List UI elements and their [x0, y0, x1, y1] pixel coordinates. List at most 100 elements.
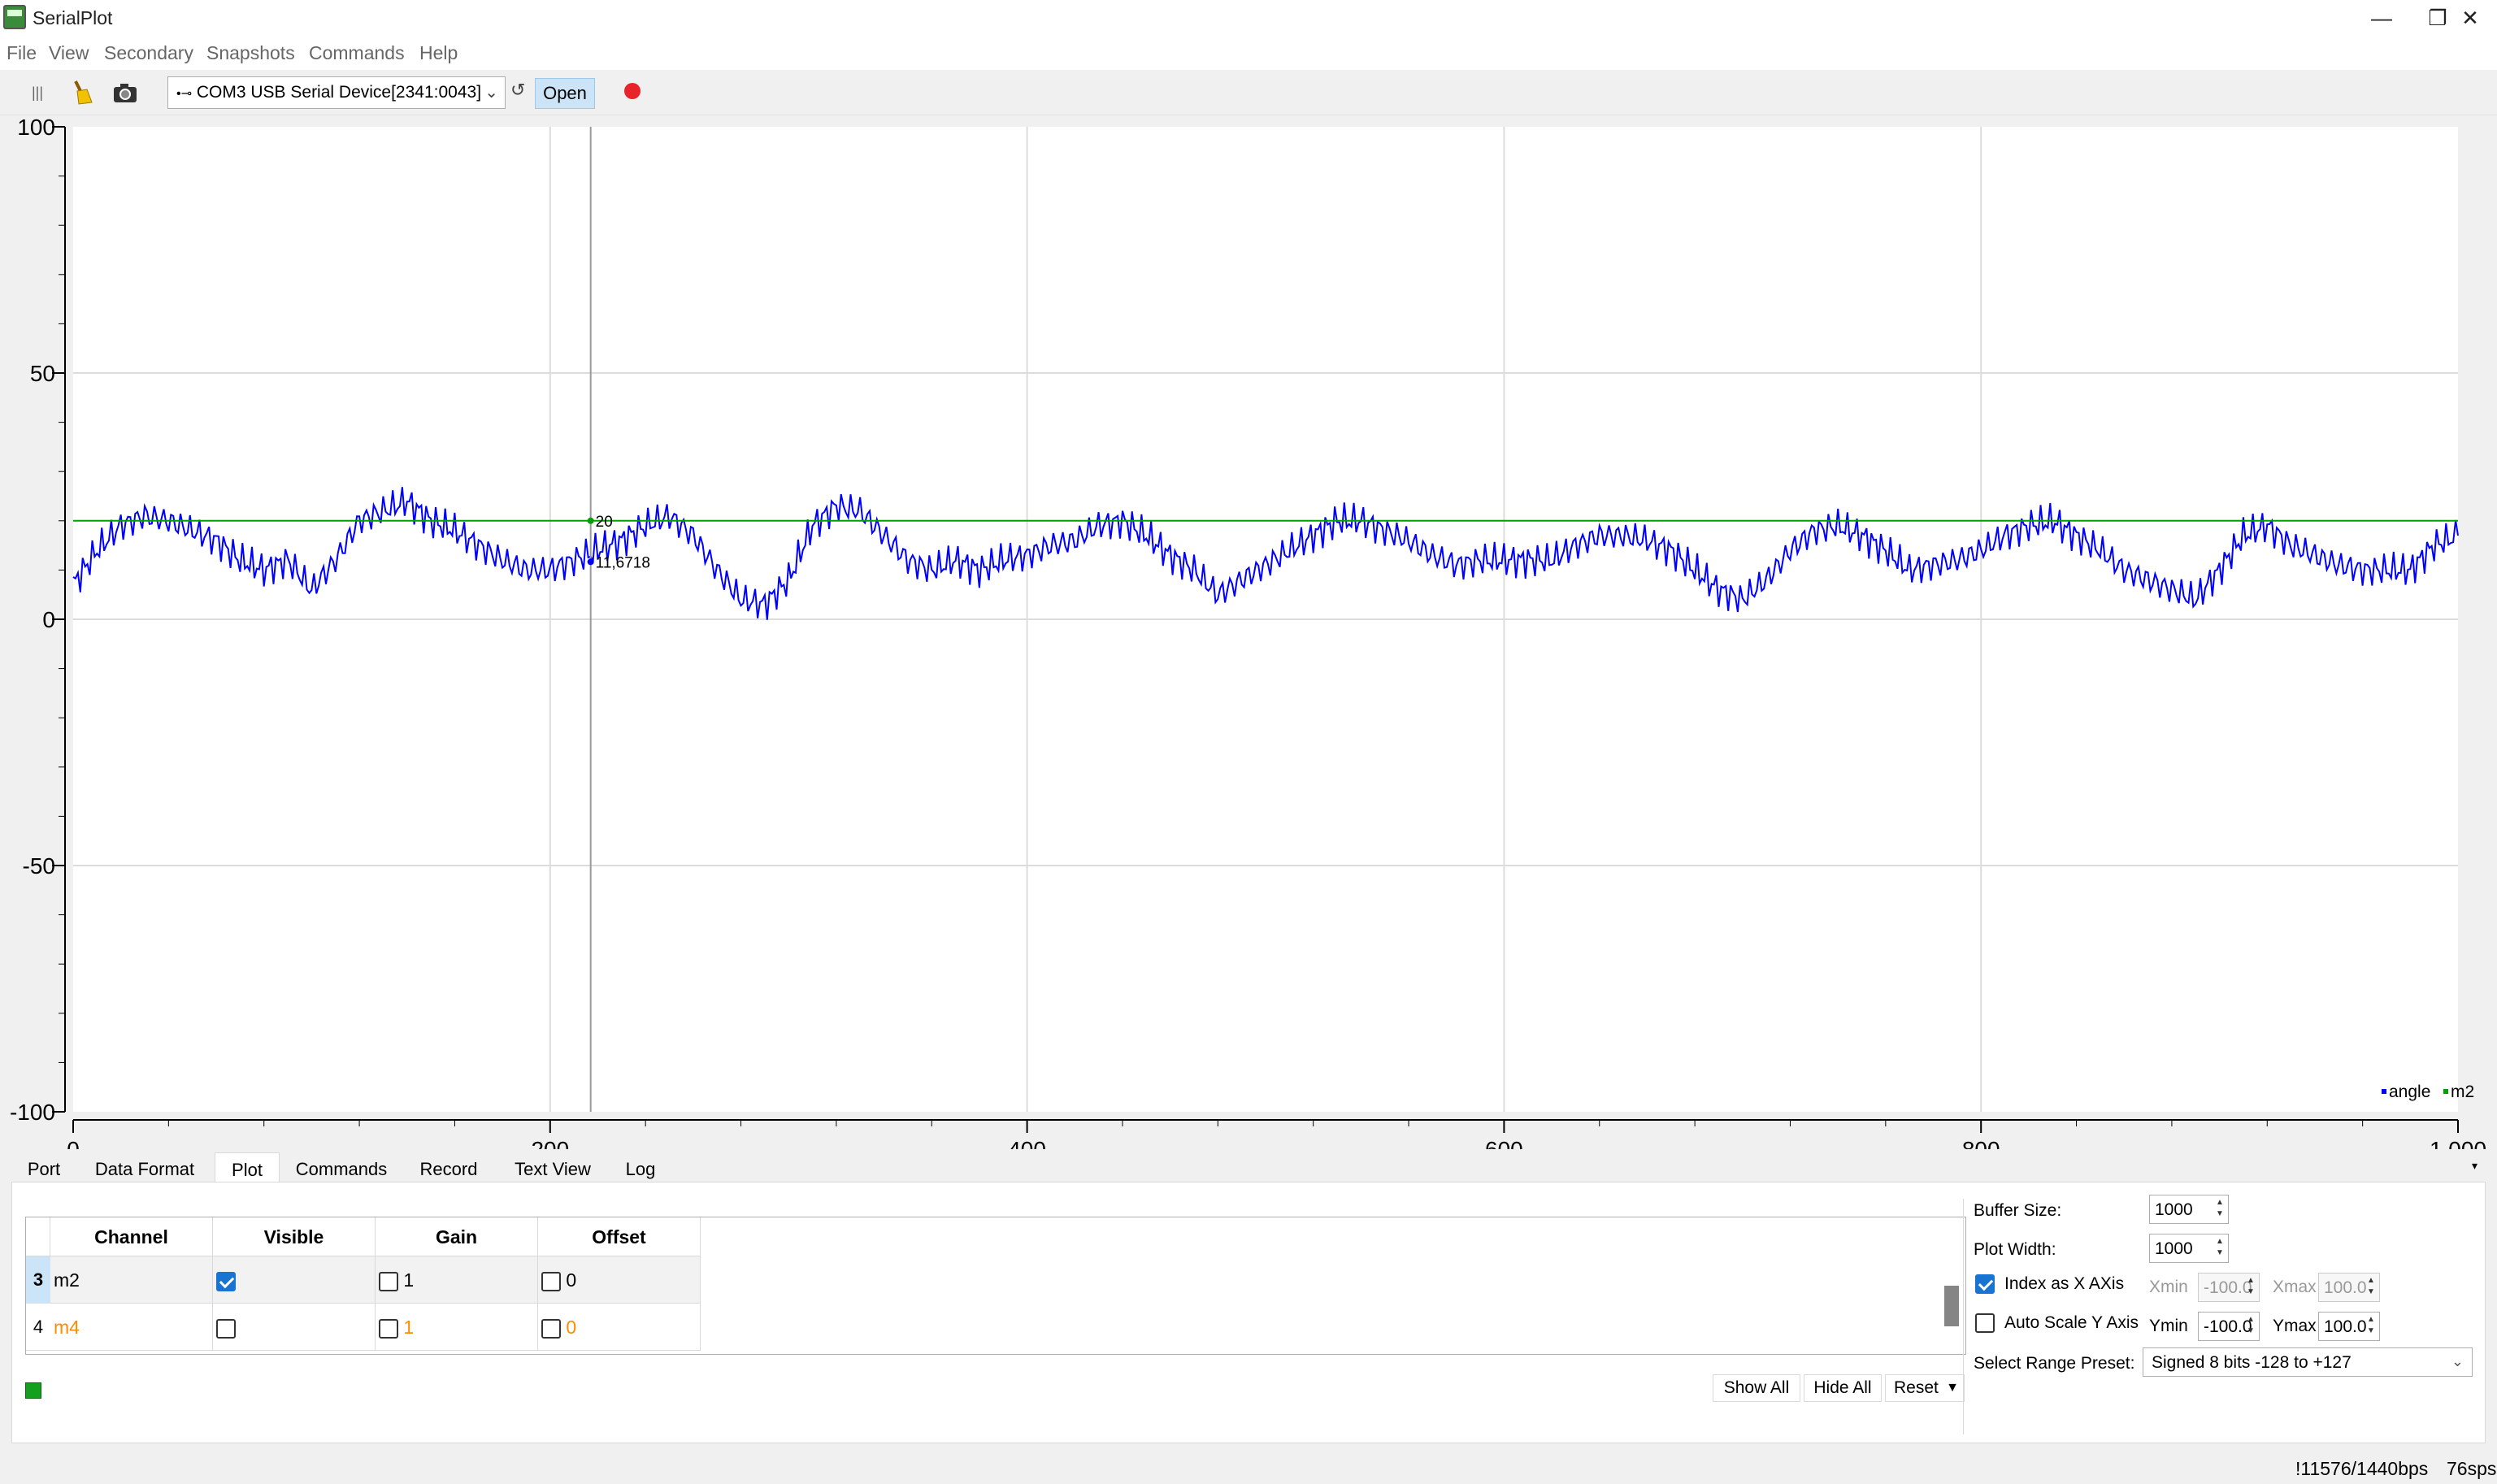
gain-value[interactable]: 1 [403, 1269, 415, 1291]
cursor-label-angle: 11,6718 [596, 554, 650, 571]
visible-checkbox[interactable] [216, 1318, 236, 1339]
tab-data-format[interactable]: Data Format [94, 1159, 195, 1179]
minimize-button[interactable]: — [2371, 6, 2392, 30]
offset-value[interactable]: 0 [566, 1317, 577, 1338]
offset-cell[interactable]: 0 [538, 1304, 701, 1351]
record-dot-icon[interactable] [624, 83, 641, 99]
samples-per-second-status: 76sps [2447, 1458, 2497, 1479]
buffer-size-spinbox[interactable]: 1000 ▲ ▼ [2149, 1195, 2229, 1224]
tab-commands[interactable]: Commands [295, 1159, 388, 1179]
channel-table[interactable]: Channel Visible Gain Offset 3 m2 1 0 4 m… [25, 1217, 1966, 1355]
auto-scale-y-label: Auto Scale Y Axis [2004, 1313, 2139, 1332]
menu-help[interactable]: Help [419, 42, 458, 63]
x-tick-label: 800 [1962, 1137, 2000, 1149]
xmin-label: Xmin [2149, 1278, 2188, 1296]
line-chart[interactable]: 100 50 0 -50 -100 0 200 400 600 800 1,000 20 11,6718… [0, 115, 2497, 1149]
usb-icon: •⊸ [176, 87, 193, 101]
x-tick-label: 400 [1008, 1137, 1046, 1149]
tab-scroll-arrow-icon[interactable]: ▾ [2471, 1159, 2477, 1172]
plot-area[interactable]: 100 50 0 -50 -100 0 200 400 600 800 1,000 20 11,6718… [0, 115, 2497, 1149]
visible-cell[interactable] [213, 1304, 376, 1351]
spin-arrows-icon[interactable]: ▲ ▼ [2247, 1315, 2255, 1335]
menu-view[interactable]: View [49, 42, 89, 63]
tab-log[interactable]: Log [625, 1159, 656, 1179]
cursor-point-m2 [587, 517, 594, 524]
table-scrollbar[interactable] [1944, 1286, 1959, 1326]
buffer-size-value[interactable]: 1000 [2155, 1200, 2193, 1219]
gain-checkbox[interactable] [379, 1271, 398, 1291]
open-port-button[interactable]: Open [535, 78, 595, 109]
port-select-value: COM3 USB Serial Device[2341:0043] [196, 83, 482, 102]
gain-cell[interactable]: 1 [376, 1256, 538, 1304]
offset-checkbox[interactable] [541, 1271, 561, 1291]
index-as-x-checkbox[interactable] [1975, 1274, 1995, 1294]
gain-value[interactable]: 1 [403, 1317, 415, 1338]
range-preset-label: Select Range Preset: [1974, 1354, 2135, 1373]
clear-broom-icon[interactable] [67, 78, 96, 107]
x-tick-label: 200 [531, 1137, 569, 1149]
gain-cell[interactable]: 1 [376, 1304, 538, 1351]
legend-swatch-m2 [2443, 1089, 2448, 1094]
maximize-button[interactable]: ❐ [2428, 6, 2447, 30]
x-tick-label: 0 [67, 1137, 80, 1149]
channel-name[interactable]: m4 [50, 1304, 213, 1351]
xmin-spinbox[interactable]: -100.0 ▲ ▼ [2198, 1273, 2260, 1302]
xmin-value[interactable]: -100.0 [2204, 1278, 2252, 1297]
show-all-button[interactable]: Show All [1713, 1374, 1800, 1402]
visible-checkbox[interactable] [216, 1271, 236, 1291]
ymin-value[interactable]: -100.0 [2204, 1317, 2252, 1336]
menu-commands[interactable]: Commands [309, 42, 405, 63]
channel-name[interactable]: m2 [50, 1256, 213, 1304]
offset-value[interactable]: 0 [566, 1269, 577, 1291]
hide-all-button[interactable]: Hide All [1804, 1374, 1882, 1402]
plot-width-value[interactable]: 1000 [2155, 1239, 2193, 1258]
menu-snapshots[interactable]: Snapshots [206, 42, 295, 63]
tab-plot[interactable]: Plot [215, 1152, 280, 1182]
snapshot-camera-icon[interactable] [111, 78, 140, 107]
y-tick-label: -50 [23, 853, 55, 879]
legend-swatch-angle [2382, 1089, 2386, 1094]
offset-checkbox[interactable] [541, 1318, 561, 1339]
ymax-spinbox[interactable]: 100.0 ▲ ▼ [2318, 1312, 2380, 1341]
pause-icon[interactable]: ||| [31, 84, 44, 101]
menu-secondary[interactable]: Secondary [104, 42, 193, 63]
menu-file[interactable]: File [7, 42, 37, 63]
plot-width-spinbox[interactable]: 1000 ▲ ▼ [2149, 1234, 2229, 1263]
ymax-value[interactable]: 100.0 [2324, 1317, 2367, 1336]
channel-color-indicator[interactable] [25, 1382, 41, 1399]
gain-checkbox[interactable] [379, 1318, 398, 1339]
row-number: 3 [26, 1256, 50, 1304]
buffer-size-label: Buffer Size: [1974, 1201, 2062, 1220]
spin-arrows-icon[interactable]: ▲ ▼ [2367, 1276, 2375, 1296]
header-gain: Gain [376, 1217, 538, 1256]
tab-record[interactable]: Record [419, 1159, 478, 1179]
dropdown-arrow-icon[interactable]: ▼ [1946, 1381, 1959, 1395]
xmax-spinbox[interactable]: 100.0 ▲ ▼ [2318, 1273, 2380, 1302]
window-title: SerialPlot [33, 7, 113, 28]
spin-arrows-icon[interactable]: ▲ ▼ [2247, 1276, 2255, 1296]
xmax-value[interactable]: 100.0 [2324, 1278, 2367, 1297]
toolbar: ||| •⊸ COM3 USB Serial Device[2341:0043]… [0, 70, 2497, 115]
close-button[interactable]: ✕ [2461, 6, 2479, 30]
legend-label-angle: angle [2389, 1083, 2430, 1101]
chevron-down-icon: ⌄ [484, 84, 498, 102]
port-select[interactable]: •⊸ COM3 USB Serial Device[2341:0043] ⌄ [167, 76, 506, 109]
refresh-ports-icon[interactable]: ↺ [510, 80, 526, 100]
tab-port[interactable]: Port [27, 1159, 61, 1179]
visible-cell[interactable] [213, 1256, 376, 1304]
ymin-spinbox[interactable]: -100.0 ▲ ▼ [2198, 1312, 2260, 1341]
menu-bar: File View Secondary Snapshots Commands H… [0, 36, 2497, 70]
header-offset: Offset [538, 1217, 701, 1256]
range-preset-select[interactable]: Signed 8 bits -128 to +127 ⌄ [2143, 1347, 2473, 1377]
spin-arrows-icon[interactable]: ▲ ▼ [2367, 1315, 2375, 1335]
auto-scale-y-checkbox[interactable] [1975, 1313, 1995, 1333]
spin-arrows-icon[interactable]: ▲ ▼ [2216, 1237, 2224, 1257]
tab-text-view[interactable]: Text View [515, 1159, 591, 1179]
reset-button[interactable]: Reset ▼ [1885, 1374, 1965, 1402]
spin-arrows-icon[interactable]: ▲ ▼ [2216, 1198, 2224, 1218]
table-row[interactable]: 3 m2 1 0 [26, 1256, 701, 1304]
table-row[interactable]: 4 m4 1 0 [26, 1304, 701, 1351]
status-bar: !11576/1440bps 76sps [0, 1451, 2497, 1484]
y-tick-label: -100 [10, 1100, 55, 1125]
offset-cell[interactable]: 0 [538, 1256, 701, 1304]
